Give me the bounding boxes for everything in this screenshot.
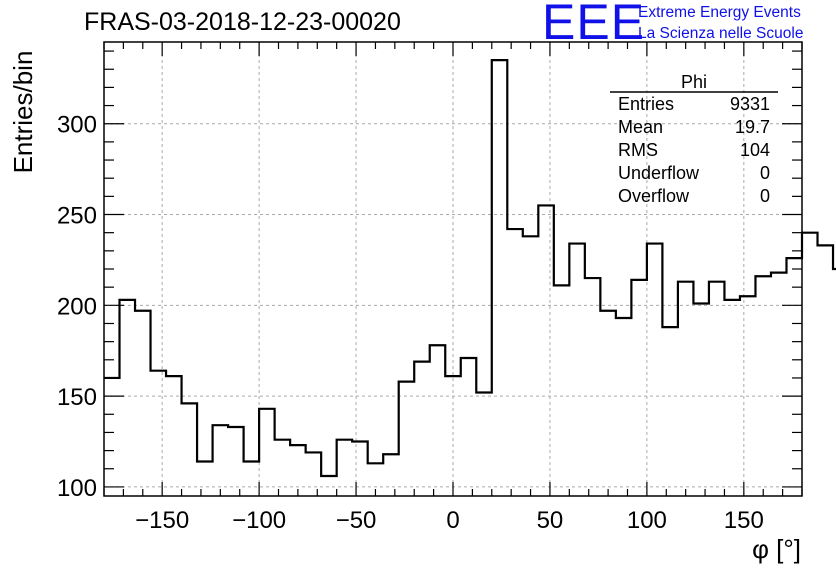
x-axis-label: φ [°] — [752, 534, 801, 564]
eee-logo-mark: EEE — [542, 0, 646, 50]
stats-value: 19.7 — [735, 117, 770, 137]
histogram-bin — [213, 425, 229, 496]
stats-value: 104 — [740, 140, 770, 160]
histogram-bin — [647, 244, 663, 496]
stats-value: 0 — [760, 163, 770, 183]
y-tick-label: 100 — [57, 475, 97, 502]
stats-label: Entries — [618, 94, 674, 114]
stats-label: Mean — [618, 117, 663, 137]
stats-label: RMS — [618, 140, 658, 160]
y-tick-label: 200 — [57, 293, 97, 320]
stats-value: 9331 — [730, 94, 770, 114]
histogram-bin — [569, 244, 585, 496]
stats-title: Phi — [681, 72, 707, 92]
histogram-bin — [151, 371, 167, 496]
histogram-bin — [818, 245, 834, 496]
histogram-bin — [166, 376, 182, 496]
histogram-bin — [492, 60, 508, 496]
histogram-bin — [724, 300, 740, 496]
tick-marks — [103, 42, 803, 496]
histogram-bin — [120, 300, 136, 496]
x-tick-label: −50 — [336, 507, 377, 534]
histogram-bin — [259, 409, 275, 496]
logo-line-2: La Scienza nelle Scuole — [638, 25, 804, 42]
histogram-bin — [337, 440, 353, 496]
histogram-bin — [585, 278, 601, 496]
stats-label: Underflow — [618, 163, 700, 183]
histogram-bin — [135, 311, 151, 496]
histogram-bin — [523, 236, 539, 496]
histogram-bin — [755, 276, 771, 496]
histogram-bin — [383, 454, 399, 496]
histogram-bin — [182, 403, 198, 496]
x-tick-label: 150 — [724, 507, 764, 534]
histogram-bin — [244, 461, 260, 496]
histogram-bin — [445, 376, 461, 496]
stats-value: 0 — [760, 186, 770, 206]
histogram-bin — [430, 345, 446, 496]
x-tick-label: −150 — [135, 507, 189, 534]
logo-line-1: Extreme Energy Events — [638, 4, 801, 21]
histogram-series — [104, 59, 836, 496]
histogram-bin — [709, 282, 725, 496]
histogram-bin — [290, 445, 306, 496]
histogram-bin — [414, 362, 430, 496]
eee-logo: EEE Extreme Energy Events La Scienza nel… — [542, 0, 832, 50]
histogram-bin — [368, 463, 384, 496]
histogram-bin — [399, 382, 415, 496]
histogram-bin — [631, 280, 647, 496]
histogram-bin — [538, 205, 554, 496]
histogram-bin — [802, 233, 818, 496]
stats-box: Phi Entries 9331 Mean 19.7 RMS 104 Underflow 0 O… — [610, 72, 778, 206]
histogram-outline — [104, 59, 836, 478]
tick-labels: −150 −100 −50 0 50 100 150 100 150 200 250 300 — [57, 112, 764, 534]
y-axis-label: Entries/bin — [8, 51, 38, 174]
histogram-bin — [228, 427, 244, 496]
x-tick-label: 50 — [537, 507, 564, 534]
histogram-bin — [104, 378, 120, 496]
x-tick-label: 100 — [627, 507, 667, 534]
histogram-bin — [693, 304, 709, 496]
x-tick-label: −100 — [232, 507, 286, 534]
histogram-bin — [554, 285, 570, 496]
histogram-bin — [507, 229, 523, 496]
histogram-bin — [740, 296, 756, 496]
histogram-bin — [662, 327, 678, 496]
histogram-bin — [600, 311, 616, 496]
histogram-bin — [678, 282, 694, 496]
y-tick-label: 150 — [57, 384, 97, 411]
histogram-bin — [306, 452, 322, 496]
y-tick-label: 300 — [57, 112, 97, 139]
y-tick-label: 250 — [57, 203, 97, 230]
histogram-bin — [771, 273, 787, 496]
plot-title: FRAS-03-2018-12-23-00020 — [84, 8, 401, 36]
histogram-bin — [786, 258, 802, 496]
histogram-bin — [616, 318, 632, 496]
histogram-bin — [197, 461, 213, 496]
histogram-bin — [275, 440, 291, 496]
histogram-bin — [321, 476, 337, 496]
x-tick-label: 0 — [446, 507, 459, 534]
histogram-bin — [461, 358, 477, 496]
histogram-bin — [476, 392, 492, 496]
stats-label: Overflow — [618, 186, 690, 206]
histogram-bin — [352, 442, 368, 496]
grid-lines — [104, 42, 802, 496]
